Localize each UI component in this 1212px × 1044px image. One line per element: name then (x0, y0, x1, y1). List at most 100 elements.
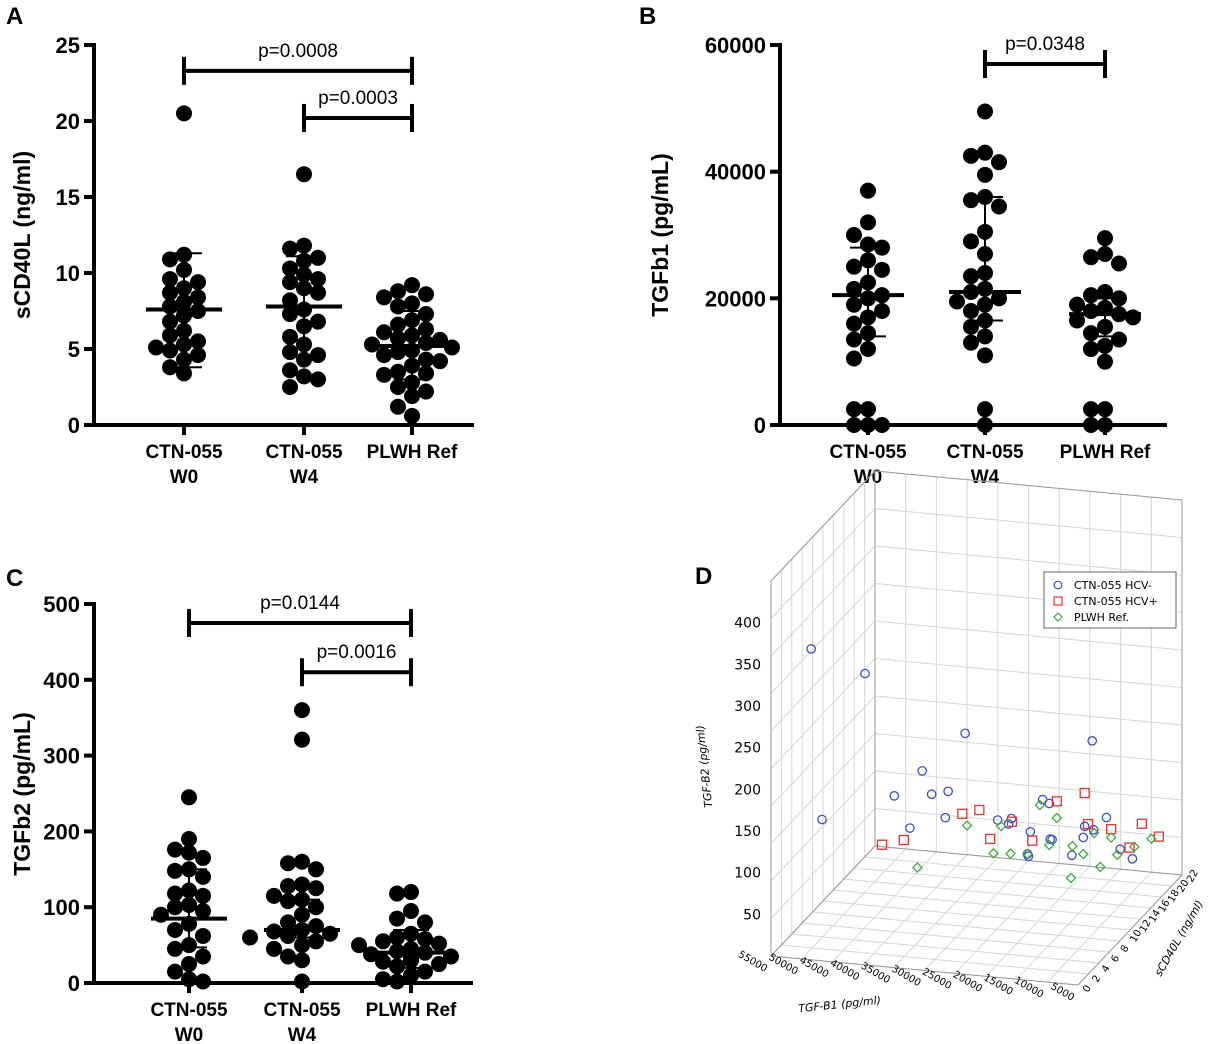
data-point-b (977, 328, 993, 345)
data-point-b (991, 198, 1007, 215)
data-point-a (190, 347, 206, 364)
data-point-b (977, 103, 993, 120)
data-point-d (974, 804, 985, 816)
data-point-d (1005, 848, 1016, 860)
data-point-a (418, 383, 434, 400)
y-tick-label-b: 20000 (705, 286, 766, 311)
data-point-b (991, 290, 1007, 307)
category-label-a: CTN-055 (145, 442, 223, 463)
data-point-b (846, 417, 862, 433)
data-point-c (308, 899, 324, 916)
data-point-c (294, 937, 310, 954)
data-point-d (1067, 850, 1077, 861)
data-point-a (282, 292, 298, 309)
legend-marker-d (1053, 580, 1063, 590)
data-point-c (294, 702, 310, 719)
data-point-c (417, 963, 433, 980)
data-point-b (949, 293, 965, 310)
y-tick-label-a: 0 (68, 413, 80, 438)
legend-box-d (1043, 571, 1177, 629)
y-axis-title-b: TGFb1 (pg/mL) (647, 153, 673, 317)
legend-marker-d (1053, 612, 1063, 622)
data-point-a (162, 271, 178, 288)
data-point-c (308, 861, 324, 878)
y-tick-label-c: 400 (43, 668, 80, 693)
data-point-d (1025, 826, 1036, 837)
data-point-b (846, 296, 862, 313)
data-point-b (1097, 230, 1113, 247)
x-tick-label-d: 10000 (1012, 975, 1045, 1000)
data-point-d (1111, 849, 1123, 861)
data-point-a (190, 333, 206, 350)
p-value-label-c: p=0.0016 (317, 642, 397, 663)
data-point-c (280, 877, 296, 894)
data-point-c (280, 893, 296, 910)
data-point-a (162, 284, 178, 301)
panel-label-b: B (639, 3, 656, 30)
data-point-d (917, 766, 928, 776)
data-point-a (190, 274, 206, 291)
data-point-d (1077, 848, 1089, 860)
panel-label-d: D (695, 563, 712, 590)
y-axis-title-c: TGFb2 (pg/mL) (9, 712, 35, 876)
data-point-c (403, 884, 419, 901)
data-point-c (431, 935, 447, 952)
grid-line-d (874, 508, 1183, 538)
z-tick-label-d: 150 (734, 824, 761, 840)
y-tick-label-a: 20 (56, 109, 80, 134)
grid-line-d (833, 889, 1141, 920)
y-tick-label-b: 60000 (705, 33, 766, 58)
plot-box-edge-d (770, 845, 876, 957)
data-point-b (846, 227, 862, 243)
p-value-label-c: p=0.0144 (260, 593, 340, 614)
y-tick-label-a: 10 (56, 261, 80, 286)
category-label-c: CTN-055 (263, 1000, 341, 1021)
data-point-a (390, 298, 406, 315)
data-point-d (1051, 796, 1062, 807)
legend-label-d: CTN-055 HCV+ (1074, 595, 1158, 608)
data-point-d (1043, 839, 1055, 851)
y-tick-label-b: 40000 (705, 160, 766, 185)
data-point-a (296, 368, 312, 385)
data-point-a (162, 298, 178, 315)
data-point-c (181, 789, 197, 806)
data-point-c (431, 956, 447, 973)
data-point-b (977, 417, 993, 433)
data-point-a (310, 284, 326, 301)
z-tick-label-d: 250 (734, 741, 761, 757)
legend-label-d: PLWH Ref. (1074, 611, 1129, 624)
data-point-c (181, 830, 197, 847)
data-point-c (167, 841, 183, 858)
y-tick-label-c: 200 (43, 819, 80, 844)
data-point-b (846, 315, 862, 332)
data-point-c (181, 956, 197, 973)
data-point-d (1127, 853, 1138, 864)
data-point-a (364, 336, 380, 353)
data-point-a (310, 347, 326, 364)
data-point-c (294, 973, 310, 990)
data-point-a (404, 388, 420, 405)
data-point-b (1097, 246, 1113, 262)
data-point-a (404, 295, 420, 312)
category-label-a: CTN-055 (265, 442, 343, 463)
data-point-a (376, 347, 392, 364)
data-point-c (351, 937, 367, 954)
data-point-d (1101, 812, 1112, 823)
data-point-b (963, 147, 979, 164)
data-point-d (1079, 821, 1090, 832)
data-point-d (988, 847, 999, 859)
data-point-d (943, 786, 953, 797)
data-point-b (963, 192, 979, 209)
data-point-c (403, 967, 419, 984)
category-label-b: PLWH Ref (1060, 442, 1151, 463)
grid-line-d (770, 620, 876, 732)
y-axis-title-a: sCD40L (ng/ml) (9, 151, 35, 319)
x-tick-label-d: 40000 (828, 958, 861, 983)
data-point-a (282, 344, 298, 361)
data-point-d (912, 862, 923, 874)
data-point-c (167, 885, 183, 902)
category-label-c: W0 (175, 1025, 204, 1044)
data-point-d (1034, 799, 1046, 811)
data-point-b (977, 347, 993, 364)
plot-box-edge-d (770, 470, 876, 582)
